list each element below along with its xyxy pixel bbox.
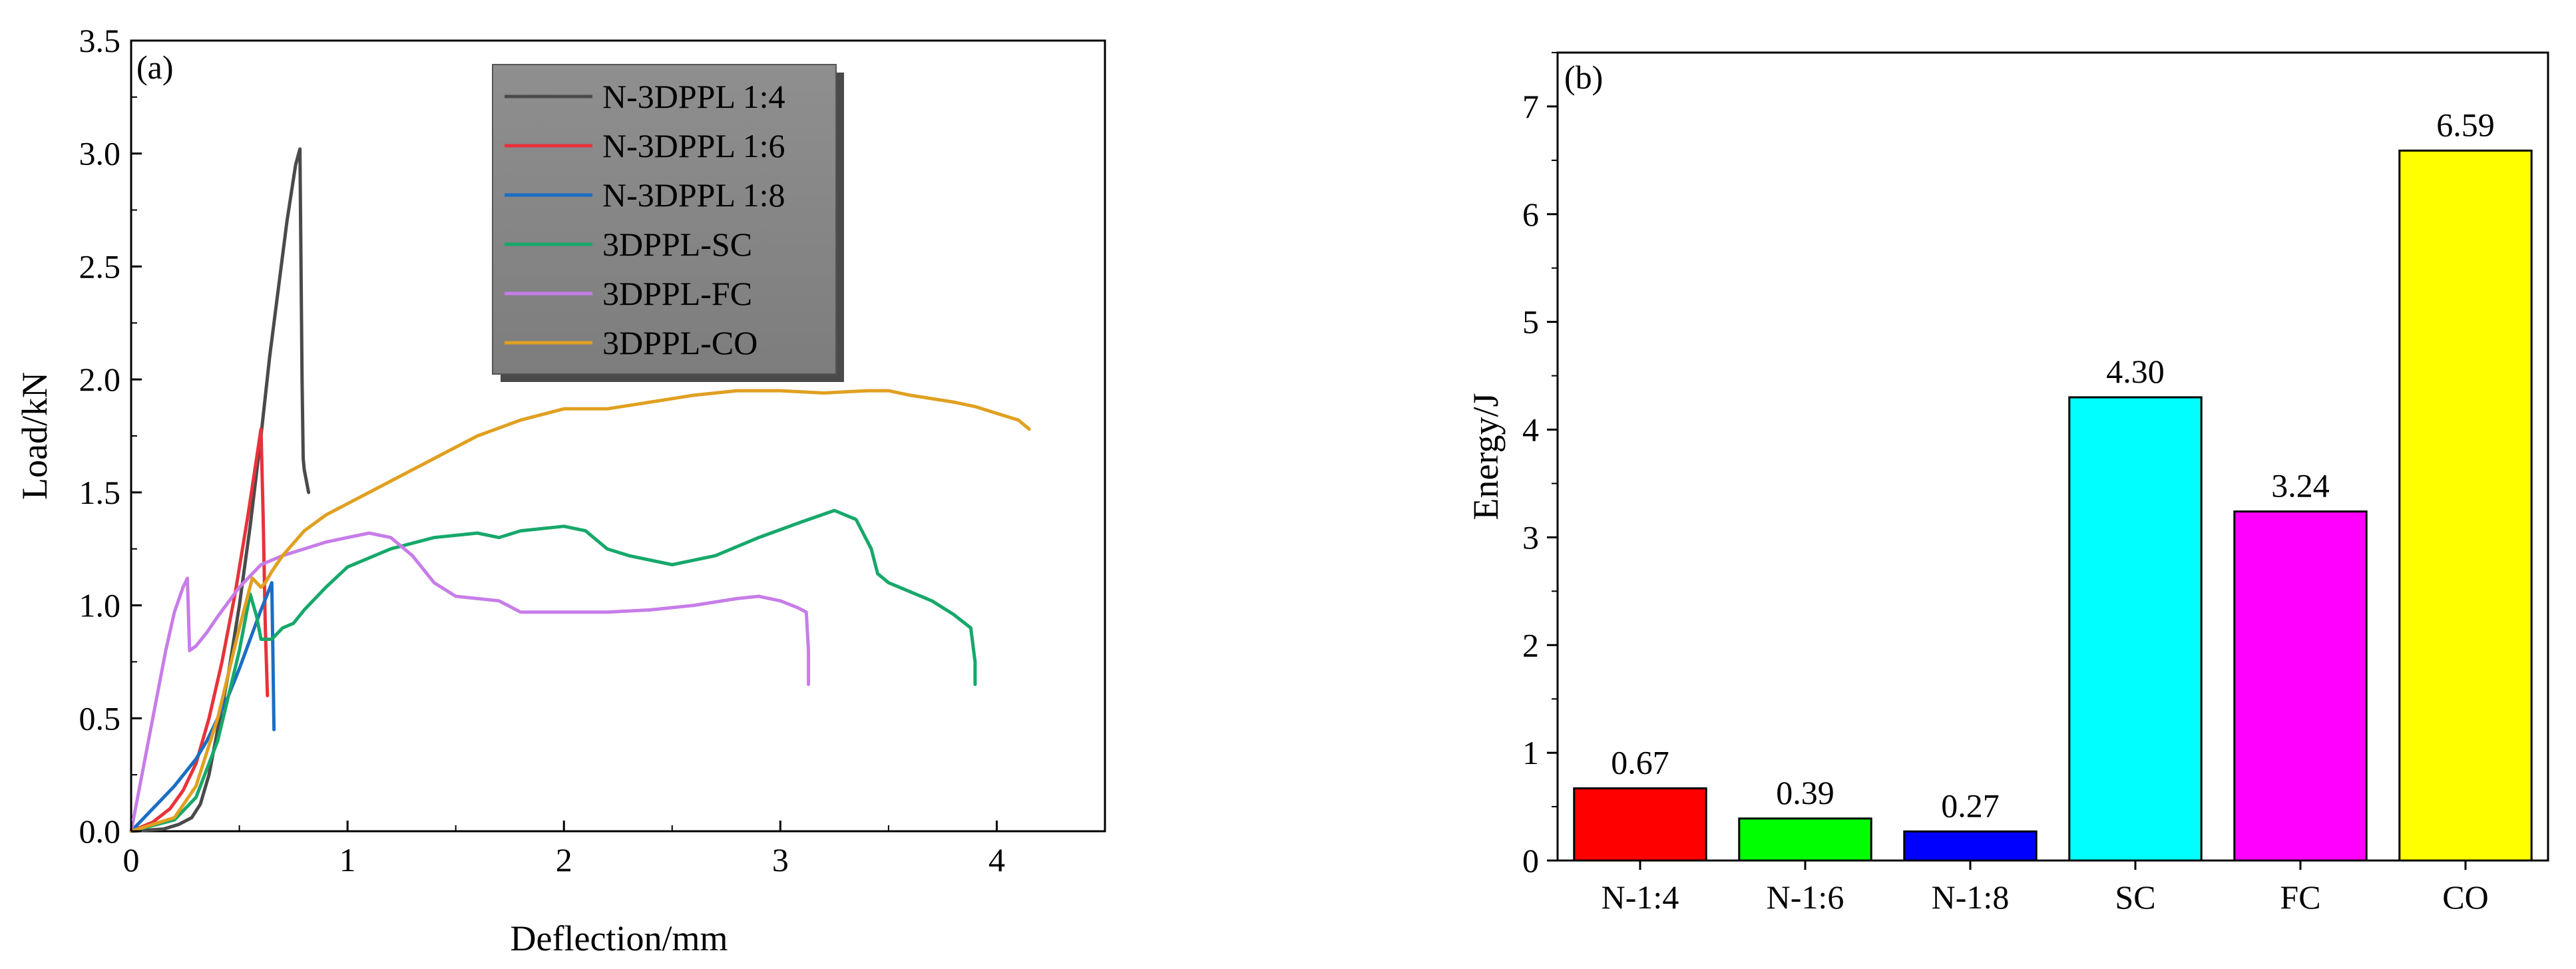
category-label: CO — [2442, 878, 2488, 916]
y-tick-label-b: 7 — [1522, 88, 1539, 125]
series-line-1 — [129, 427, 270, 833]
y-tick-label: 3.5 — [79, 22, 121, 59]
y-tick-label-b: 0 — [1522, 842, 1539, 879]
bar-n-1-8 — [1903, 830, 2038, 862]
panel-label-a: (a) — [136, 49, 174, 86]
y-tick-label: 2.5 — [79, 248, 121, 285]
y-tick-label: 0.0 — [79, 813, 121, 850]
y-axis-label-a: Load/kN — [15, 372, 55, 500]
bar-value-label: 6.59 — [2436, 106, 2495, 143]
plot-frame-b — [1556, 51, 2549, 862]
legend-items: N-3DPPL 1:4 N-3DPPL 1:6 N-3DPPL 1:8 3DPPL-S… — [505, 78, 785, 361]
y-tick-label: 0.5 — [79, 699, 121, 737]
legend-box — [492, 64, 837, 375]
x-axis-label-a: Deflection/mm — [511, 918, 728, 958]
category-label: SC — [2115, 878, 2155, 916]
y-tick-label: 1.5 — [79, 474, 121, 511]
category-label: N-1:4 — [1602, 878, 1679, 916]
x-tick-label: 2 — [556, 841, 572, 878]
bar-value-label: 0.67 — [1611, 744, 1669, 781]
x-tick-label: 1 — [339, 841, 356, 878]
category-label: N-1:6 — [1767, 878, 1844, 916]
y-tick-label-b: 4 — [1522, 411, 1539, 449]
legend-label: 3DPPL-SC — [602, 226, 752, 263]
bar-value-label: 4.30 — [2106, 353, 2165, 390]
x-axis-ticks-b: N-1:4 N-1:6 N-1:8 SC FC CO — [1602, 861, 2489, 916]
series-layer — [129, 147, 1031, 833]
x-tick-label: 4 — [988, 841, 1005, 878]
panel-label-b: (b) — [1564, 59, 1603, 96]
y-tick-label: 1.0 — [79, 587, 121, 624]
y-axis-ticks: 0.0 0.5 1.0 1.5 2.0 2.5 3.0 3.5 — [79, 22, 142, 850]
legend-label: N-3DPPL 1:4 — [602, 78, 785, 115]
bar-value-label: 0.39 — [1776, 774, 1834, 811]
y-axis-label-b: Energy/J — [1466, 393, 1506, 520]
bar-value-label: 3.24 — [2271, 467, 2330, 504]
line-chart-panel: 0.0 0.5 1.0 1.5 2.0 2.5 3.0 3.5 0 1 2 3 4 (a) Defle… — [15, 22, 1106, 958]
bar-n-1-6 — [1738, 817, 1872, 862]
x-tick-label: 0 — [123, 841, 140, 878]
bar-fc — [2233, 510, 2368, 862]
bar-co — [2398, 149, 2533, 862]
series-line-0 — [129, 147, 311, 833]
legend-label: N-3DPPL 1:6 — [602, 127, 785, 164]
legend-label: 3DPPL-CO — [602, 324, 757, 361]
legend: N-3DPPL 1:4 N-3DPPL 1:6 N-3DPPL 1:8 3DPPL-S… — [492, 64, 844, 382]
category-label: N-1:8 — [1932, 878, 2010, 916]
x-axis-ticks: 0 1 2 3 4 — [123, 821, 1005, 878]
bar-n-1-4 — [1573, 787, 1707, 862]
legend-label: N-3DPPL 1:8 — [602, 176, 785, 214]
bar-value-label: 0.27 — [1941, 787, 2000, 824]
y-tick-label-b: 1 — [1522, 734, 1539, 771]
series-line-5 — [129, 389, 1031, 833]
series-line-4 — [129, 531, 811, 833]
legend-label: 3DPPL-FC — [602, 275, 752, 312]
y-tick-label-b: 5 — [1522, 303, 1539, 341]
y-tick-label-b: 2 — [1522, 626, 1539, 664]
y-tick-label: 2.0 — [79, 361, 121, 398]
y-tick-label-b: 6 — [1522, 196, 1539, 233]
y-axis-ticks-b: 0 1 2 3 4 5 6 7 — [1522, 52, 1558, 879]
series-line-3 — [129, 508, 977, 833]
bar-sc — [2068, 396, 2203, 862]
y-tick-label-b: 3 — [1522, 518, 1539, 556]
bars-layer: 0.67 0.39 0.27 4.30 3.24 6.59 — [1573, 106, 2533, 862]
category-label: FC — [2280, 878, 2320, 916]
y-tick-label: 3.0 — [79, 135, 121, 172]
x-tick-label: 3 — [772, 841, 789, 878]
